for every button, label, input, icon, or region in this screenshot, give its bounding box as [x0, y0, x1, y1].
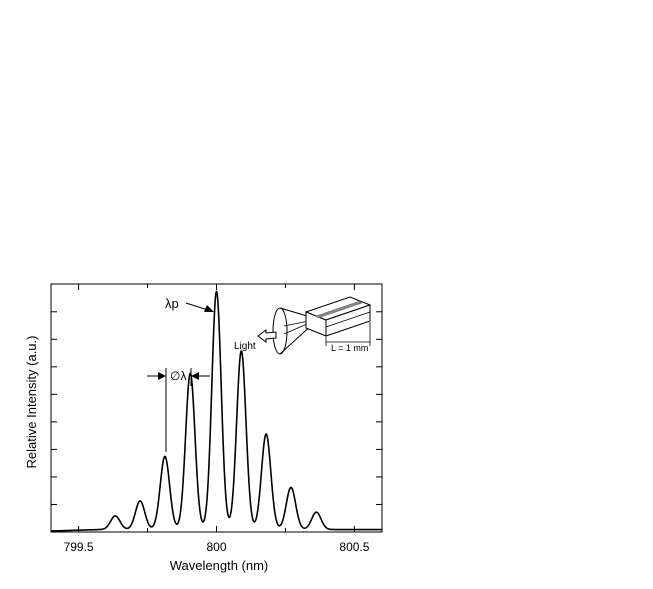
spectrum-peak-1 [114, 517, 117, 520]
inset-chip-side [325, 304, 371, 337]
inset-cone-ellipse [272, 307, 288, 355]
inset-chip-layer [325, 311, 371, 328]
x-tick-label: 799.5 [64, 540, 94, 554]
inset-length-label: L = 1 mm [331, 343, 368, 353]
inset-chip-waveguide [315, 300, 363, 319]
lambda-p-arrowhead [204, 305, 214, 312]
lambda-p-annotation: λp [165, 296, 179, 311]
inset-diagram: Light L = 1 mm [234, 296, 372, 355]
light-label: Light [234, 341, 256, 352]
x-tick-labels: 799.5 800 800.5 [64, 540, 370, 554]
light-arrow-icon [257, 329, 277, 343]
delta-lambda-right-arrowhead [191, 372, 199, 380]
delta-lambda-left-arrowhead [158, 372, 166, 380]
x-axis-label: Wavelength (nm) [170, 558, 269, 573]
x-tick-label: 800.5 [339, 540, 369, 554]
spectrum-line [50, 290, 383, 532]
x-tick-label: 800 [206, 540, 226, 554]
delta-lambda-annotation: ∅λ [170, 369, 186, 383]
y-axis-label: Relative Intensity (a.u.) [24, 336, 39, 469]
tick-layer [51, 284, 382, 532]
